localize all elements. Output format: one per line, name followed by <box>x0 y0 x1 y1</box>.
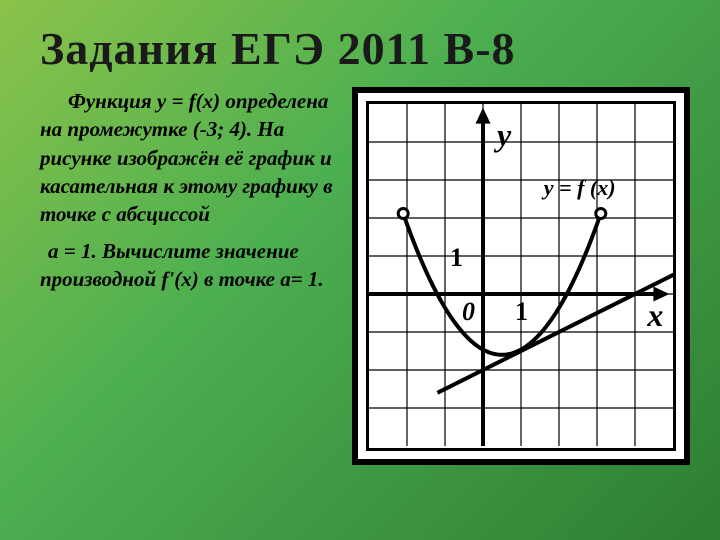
problem-p1: Функция у = f(x) определена на промежутк… <box>40 87 340 229</box>
svg-text:y = f (x): y = f (x) <box>541 175 616 200</box>
svg-text:y: y <box>493 117 512 153</box>
function-plot: y x y = f (x) 1 0 1 <box>369 104 673 446</box>
chart-inner: y x y = f (x) 1 0 1 <box>366 101 676 451</box>
svg-text:1: 1 <box>515 297 528 326</box>
chart-frame: y x y = f (x) 1 0 1 <box>352 87 690 465</box>
problem-text: Функция у = f(x) определена на промежутк… <box>40 87 340 465</box>
svg-text:0: 0 <box>462 297 475 326</box>
content-row: Функция у = f(x) определена на промежутк… <box>0 75 720 465</box>
chart-column: y x y = f (x) 1 0 1 <box>352 87 690 465</box>
svg-text:x: x <box>646 297 663 333</box>
svg-text:1: 1 <box>450 243 463 272</box>
problem-p2: а = 1. Вычислите значение производной f'… <box>40 237 340 294</box>
page-title: Задания ЕГЭ 2011 В-8 <box>0 0 720 75</box>
